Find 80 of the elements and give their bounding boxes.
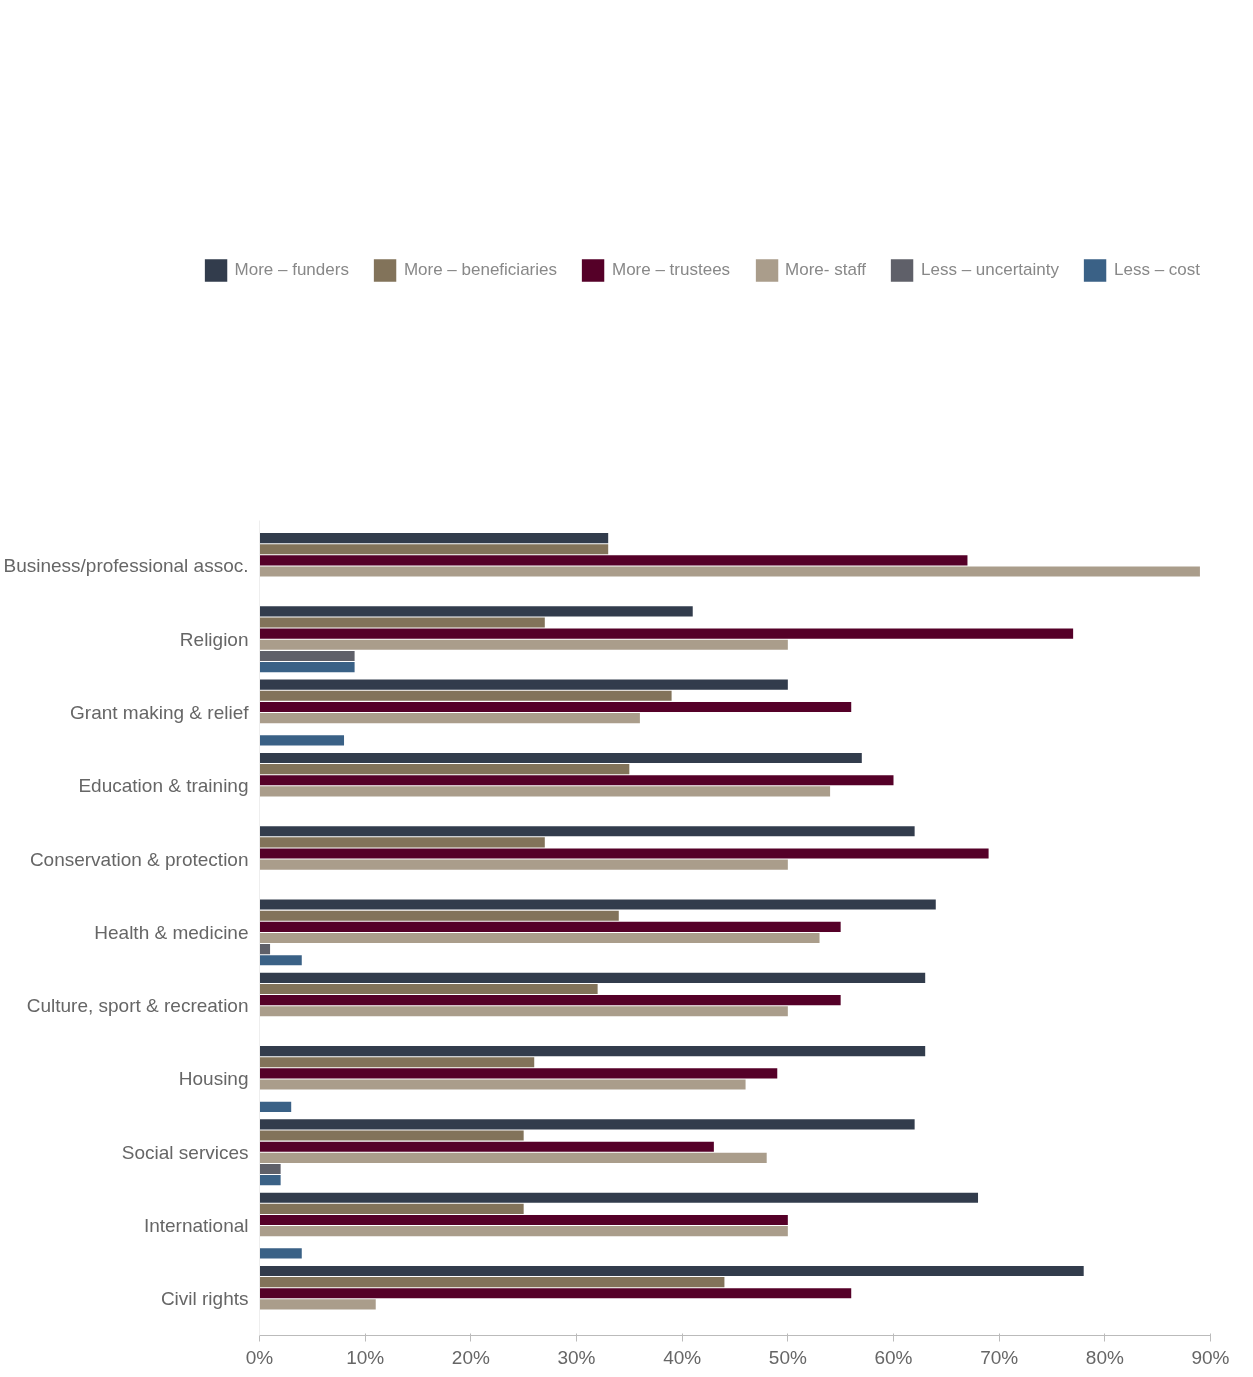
bar xyxy=(259,1203,524,1214)
bar xyxy=(259,1079,746,1090)
bar xyxy=(259,1248,302,1259)
bar xyxy=(259,1214,788,1226)
x-tick-label: 10% xyxy=(346,1346,385,1368)
y-tick-label: Grant making & relief xyxy=(70,702,250,724)
bar xyxy=(259,701,852,713)
y-tick-label: Business/professional assoc. xyxy=(3,555,249,577)
bar xyxy=(259,837,545,848)
x-tick-label: 0% xyxy=(245,1346,274,1368)
x-tick-label: 90% xyxy=(1191,1346,1230,1368)
legend-label: Less – cost xyxy=(1114,260,1200,280)
x-tick-label: 80% xyxy=(1085,1346,1124,1368)
bar xyxy=(259,662,355,673)
bar xyxy=(259,735,345,746)
bar xyxy=(259,1101,292,1112)
bar xyxy=(259,775,894,786)
bar xyxy=(259,1130,524,1141)
bar xyxy=(259,628,1074,639)
bar xyxy=(259,1265,1084,1277)
bar xyxy=(259,1192,979,1203)
bar xyxy=(259,1226,788,1237)
bar xyxy=(259,1175,281,1186)
bar xyxy=(259,826,915,837)
bar xyxy=(259,690,672,701)
x-tick-label: 30% xyxy=(557,1346,596,1368)
bar xyxy=(259,764,630,775)
bar xyxy=(259,1046,926,1057)
y-tick-label: Culture, sport & recreation xyxy=(26,995,249,1017)
bar xyxy=(259,921,841,932)
bar xyxy=(259,1277,725,1288)
bar xyxy=(259,1288,852,1299)
legend-label: Less – uncertainty xyxy=(921,260,1059,280)
legend-label: More – beneficiaries xyxy=(403,260,557,280)
bar xyxy=(259,899,936,910)
bar xyxy=(259,910,619,921)
bar xyxy=(259,650,355,661)
bar xyxy=(259,639,788,650)
bar xyxy=(259,752,862,764)
bar xyxy=(259,555,968,566)
bar xyxy=(259,1152,767,1163)
bar xyxy=(259,859,788,870)
x-tick-label: 20% xyxy=(451,1346,490,1368)
bar xyxy=(259,972,926,983)
y-tick-label: Civil rights xyxy=(160,1288,249,1310)
bar xyxy=(259,544,609,555)
bar xyxy=(259,679,788,690)
bar xyxy=(259,1141,714,1152)
bar xyxy=(259,566,1200,577)
y-tick-label: Health & medicine xyxy=(94,921,249,943)
bar xyxy=(259,713,640,724)
bar xyxy=(259,932,820,944)
x-tick-label: 40% xyxy=(663,1346,702,1368)
legend-label: More- staff xyxy=(785,260,867,280)
bar xyxy=(259,1163,281,1175)
x-tick-label: 60% xyxy=(874,1346,913,1368)
y-tick-label: Conservation & protection xyxy=(29,848,249,870)
bar xyxy=(259,1068,778,1079)
bar xyxy=(259,606,693,617)
bar xyxy=(259,1006,788,1017)
legend-label: More – funders xyxy=(234,260,349,280)
bar xyxy=(259,1299,376,1310)
bar xyxy=(259,944,271,955)
bar xyxy=(259,1057,535,1068)
bar xyxy=(259,786,831,797)
y-tick-label: Social services xyxy=(121,1141,249,1163)
x-tick-label: 70% xyxy=(980,1346,1019,1368)
legend-label: More – trustees xyxy=(611,260,731,280)
bar xyxy=(259,995,841,1006)
y-tick-label: Education & training xyxy=(78,775,249,797)
x-tick-label: 50% xyxy=(768,1346,807,1368)
bar xyxy=(259,617,545,628)
y-tick-label: International xyxy=(143,1215,249,1237)
bar xyxy=(259,1119,915,1130)
y-tick-label: Religion xyxy=(179,628,249,650)
bar xyxy=(259,983,598,995)
bar xyxy=(259,955,302,966)
y-tick-label: Housing xyxy=(178,1068,249,1090)
bar xyxy=(259,848,989,859)
bar xyxy=(259,533,609,544)
